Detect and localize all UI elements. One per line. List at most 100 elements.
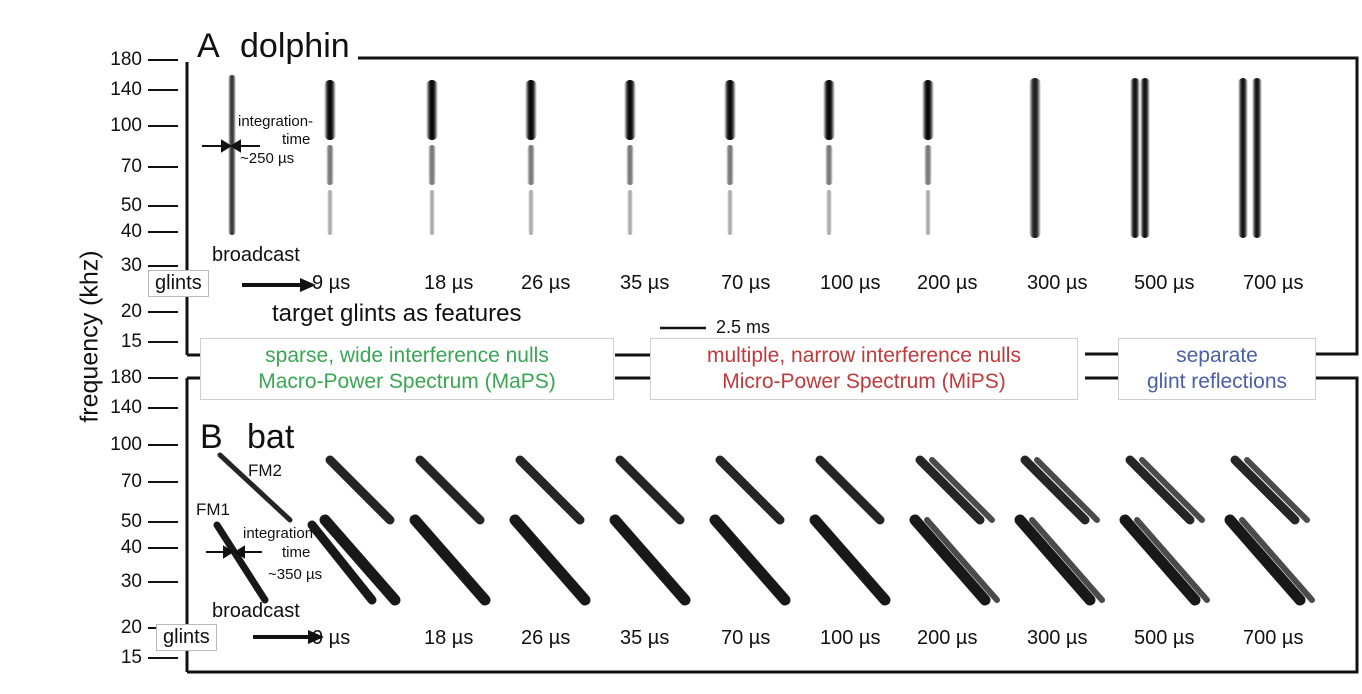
bat-glint-sweep (715, 455, 785, 525)
bat-glint-sweep (709, 514, 791, 606)
maps-line1: sparse, wide interference nulls (265, 344, 549, 367)
glints-label-b: glints (156, 624, 217, 651)
panel-a-glint-label: 700 µs (1243, 272, 1304, 294)
sep-line2: glint reflections (1146, 370, 1288, 393)
bat-glint-sweep (909, 514, 991, 606)
features-caption: target glints as features (272, 300, 522, 327)
dolphin-glint-streak (922, 80, 934, 140)
panel-b-glint-label: 700 µs (1243, 627, 1304, 649)
panel-b-glint-label: 18 µs (424, 627, 474, 649)
glint-arrow-b (253, 630, 324, 644)
fm1-label: FM1 (196, 500, 230, 519)
integration-value-b: ~350 µs (268, 566, 323, 583)
panel-a-tick-label: 100 (110, 115, 142, 136)
panel-a-letter: A (197, 27, 220, 65)
panel-a-tick-label: 140 (110, 79, 142, 100)
panel-b-tick-label: 50 (120, 511, 142, 532)
panel-a-glint-label: 26 µs (521, 272, 571, 294)
panel-a-glint-label: 300 µs (1027, 272, 1088, 294)
bat-glint-sweep (609, 514, 691, 606)
dolphin-glint-streak (428, 145, 436, 185)
panel-a-tick-label: 20 (120, 301, 142, 322)
bat-broadcast-sweep (213, 521, 269, 604)
bat-glint-sweep (1224, 514, 1306, 606)
dolphin-glint-streak (525, 80, 537, 140)
panel-b-glint-label: 200 µs (917, 627, 978, 649)
separate-box: separate glint reflections (1118, 338, 1316, 400)
panel-b-tick-label: 180 (110, 367, 142, 388)
panel-a-glint-label: 18 µs (424, 272, 474, 294)
panel-a-glint-label: 35 µs (620, 272, 670, 294)
dolphin-glint-streak (426, 80, 438, 140)
dolphin-broadcast-streak (228, 75, 236, 235)
mips-line2: Micro-Power Spectrum (MiPS) (722, 370, 1006, 393)
dolphin-glint-streak (823, 80, 835, 140)
panel-b-letter: B (200, 418, 223, 456)
integration-label-a-2: time (282, 131, 311, 148)
integration-value-a: ~250 µs (240, 150, 295, 167)
bat-glint-sweep (1244, 457, 1310, 523)
panel-b-tick-label: 140 (110, 397, 142, 418)
integration-label-a: integration- (238, 113, 314, 130)
dolphin-glint-streak (624, 80, 636, 140)
panel-a-glint-label: 9 µs (312, 272, 351, 294)
panel-b-tick-label: 70 (120, 471, 142, 492)
bat-spectrograms (213, 452, 1315, 606)
dolphin-glint-streak (1130, 78, 1140, 238)
integration-label-b-2: time (282, 544, 311, 561)
bat-glint-sweep (1034, 457, 1100, 523)
bat-glint-sweep (515, 455, 585, 525)
panel-a-y-ticks (148, 59, 178, 343)
panel-b-tick-label: 40 (120, 537, 142, 558)
mips-box: multiple, narrow interference nulls Micr… (650, 338, 1078, 400)
dolphin-glint-streak (724, 80, 736, 140)
panel-a-tick-label: 40 (120, 221, 142, 242)
dolphin-glint-streak (825, 145, 833, 185)
broadcast-label-a: broadcast (212, 244, 300, 266)
panel-b-tick-label: 30 (120, 571, 142, 592)
bat-glint-sweep (915, 455, 985, 525)
panel-b-title: bat (247, 418, 295, 456)
dolphin-glint-streak (1140, 78, 1150, 238)
bat-glint-sweep (815, 455, 885, 525)
dolphin-spectrograms (228, 75, 1262, 238)
panel-b-glint-label: 9 µs (312, 627, 351, 649)
sep-line1: separate (1176, 344, 1258, 367)
bat-glint-sweep (1139, 457, 1205, 523)
panel-a-tick-label: 15 (120, 331, 142, 352)
panel-a-title: dolphin (240, 27, 350, 65)
panel-a-tick-label: 50 (120, 195, 142, 216)
mips-line1: multiple, narrow interference nulls (707, 344, 1021, 367)
panel-b-glint-label: 35 µs (620, 627, 670, 649)
dolphin-glint-streak (326, 145, 334, 185)
dolphin-glint-streak (1252, 78, 1262, 238)
panel-b-tick-label: 20 (120, 617, 142, 638)
panel-a-glint-label: 70 µs (721, 272, 771, 294)
dolphin-glint-streak (924, 145, 932, 185)
glint-arrow-a (242, 278, 316, 292)
panel-b-tick-label: 15 (120, 647, 142, 668)
bat-glint-sweep (409, 514, 491, 606)
scale-bar-label: 2.5 ms (716, 317, 771, 337)
panel-b-glint-label: 100 µs (820, 627, 881, 649)
dolphin-glint-streak (726, 145, 734, 185)
maps-line2: Macro-Power Spectrum (MaPS) (258, 370, 556, 393)
dolphin-glint-streak (626, 145, 634, 185)
bat-broadcast-sweep (307, 520, 377, 605)
bat-glint-sweep (1125, 455, 1195, 525)
dolphin-glint-streak (429, 190, 435, 235)
bat-glint-sweep (509, 514, 591, 606)
dolphin-glint-streak (528, 190, 534, 235)
bat-glint-sweep (615, 455, 685, 525)
bat-glint-sweep (319, 514, 401, 606)
bat-glint-sweep (1230, 455, 1300, 525)
glints-label-a: glints (148, 270, 209, 297)
bat-glint-sweep (924, 517, 1000, 603)
panel-b-tick-label: 100 (110, 434, 142, 455)
dolphin-glint-streak (1029, 78, 1041, 238)
integration-label-b: integration- (243, 525, 319, 542)
maps-box: sparse, wide interference nulls Macro-Po… (200, 338, 614, 400)
bat-glint-sweep (415, 455, 485, 525)
dolphin-glint-streak (627, 190, 633, 235)
